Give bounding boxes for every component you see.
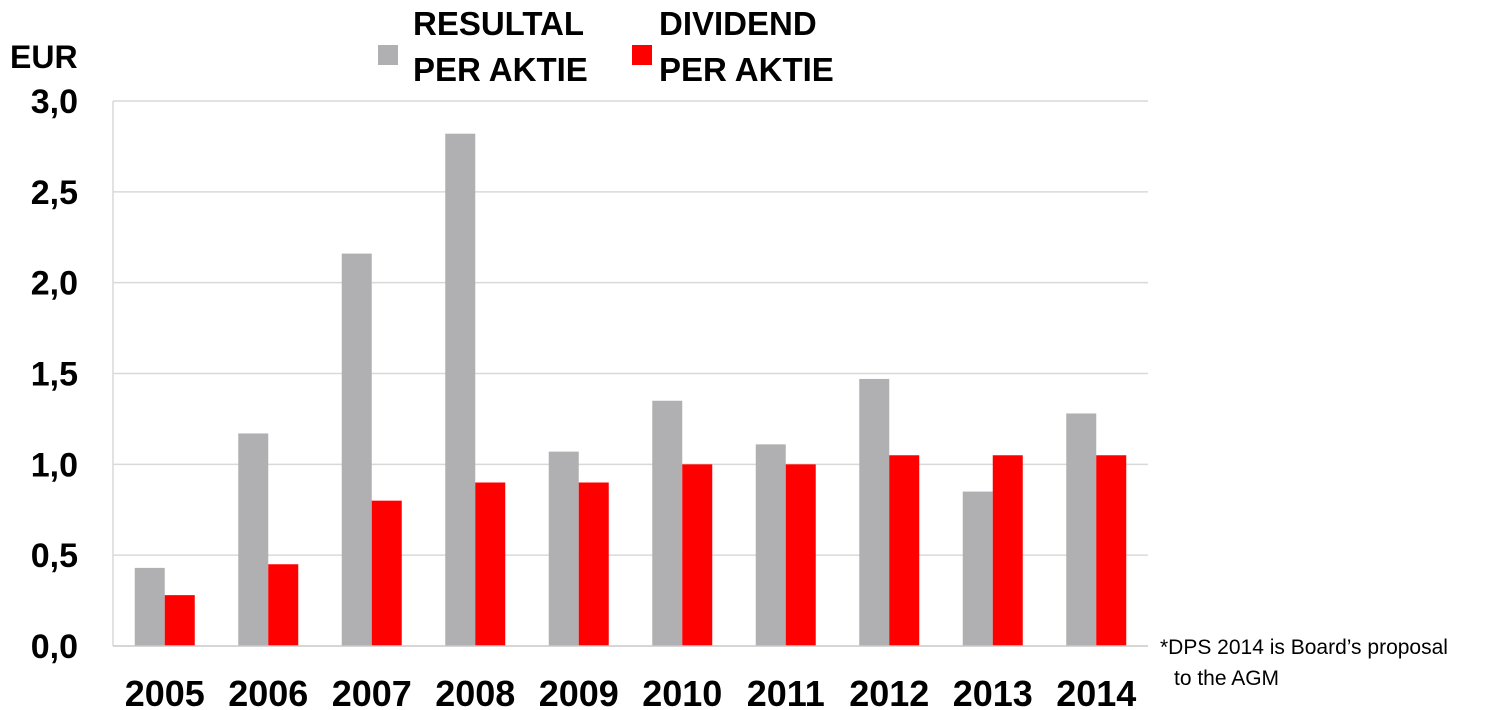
bar-dps-2005 <box>164 595 195 646</box>
unit-label: EUR <box>10 39 78 75</box>
labels: 0,0 0,5 1,0 1,5 2,0 2,5 3,0 2005 2006 2007 2008 200… <box>31 83 1137 710</box>
footnote: *DPS 2014 is Board’s proposal to the AGM <box>1160 636 1448 690</box>
y-tick-label: 3,0 <box>31 83 78 121</box>
y-tick-label: 2,0 <box>31 265 78 303</box>
bar-dps-2006 <box>268 564 299 646</box>
x-tick-label: 2005 <box>125 673 205 710</box>
bar-dps-2009 <box>578 482 609 646</box>
x-tick-label: 2006 <box>228 673 308 710</box>
y-tick-label: 0,0 <box>31 628 78 666</box>
bar-eps-2009 <box>548 451 579 646</box>
legend: RESULTAL PER AKTIE DIVIDEND PER AKTIE <box>378 5 834 88</box>
bar-eps-2012 <box>859 378 890 646</box>
x-tick-label: 2014 <box>1056 673 1136 710</box>
x-tick-label: 2010 <box>642 673 722 710</box>
bar-dps-2014 <box>1096 455 1127 646</box>
x-tick-label: 2008 <box>435 673 515 710</box>
legend-label: PER AKTIE <box>413 51 588 88</box>
bar-eps-2011 <box>755 444 786 646</box>
bar-eps-2014 <box>1066 413 1097 646</box>
bar-eps-2007 <box>341 253 372 646</box>
bar-dps-2008 <box>475 482 506 646</box>
bar-dps-2010 <box>682 464 713 646</box>
legend-label: PER AKTIE <box>659 51 834 88</box>
x-tick-label: 2011 <box>747 673 825 710</box>
x-tick-label: 2007 <box>332 673 412 710</box>
axes <box>112 101 1148 647</box>
bar-eps-2013 <box>962 491 993 646</box>
footnote-line: *DPS 2014 is Board’s proposal <box>1160 636 1448 659</box>
bar-dps-2007 <box>371 500 402 646</box>
y-tick-label: 1,5 <box>31 356 78 394</box>
x-tick-label: 2013 <box>953 673 1033 710</box>
y-tick-label: 1,0 <box>31 446 78 484</box>
bars <box>134 133 1127 646</box>
bar-dps-2012 <box>889 455 920 646</box>
bar-dps-2011 <box>785 464 816 646</box>
footnote-line: to the AGM <box>1174 667 1279 690</box>
y-tick-label: 2,5 <box>31 174 78 212</box>
bar-eps-2006 <box>238 433 269 646</box>
legend-label: DIVIDEND <box>659 5 817 42</box>
legend-swatch <box>632 45 652 65</box>
x-tick-label: 2012 <box>849 673 929 710</box>
bar-eps-2005 <box>134 567 165 646</box>
bar-dps-2013 <box>992 455 1023 646</box>
bar-eps-2008 <box>445 133 476 646</box>
legend-label: RESULTAL <box>413 5 584 42</box>
legend-swatch <box>378 45 398 65</box>
x-tick-label: 2009 <box>539 673 619 710</box>
bar-eps-2010 <box>652 400 683 646</box>
y-tick-label: 0,5 <box>31 537 78 575</box>
